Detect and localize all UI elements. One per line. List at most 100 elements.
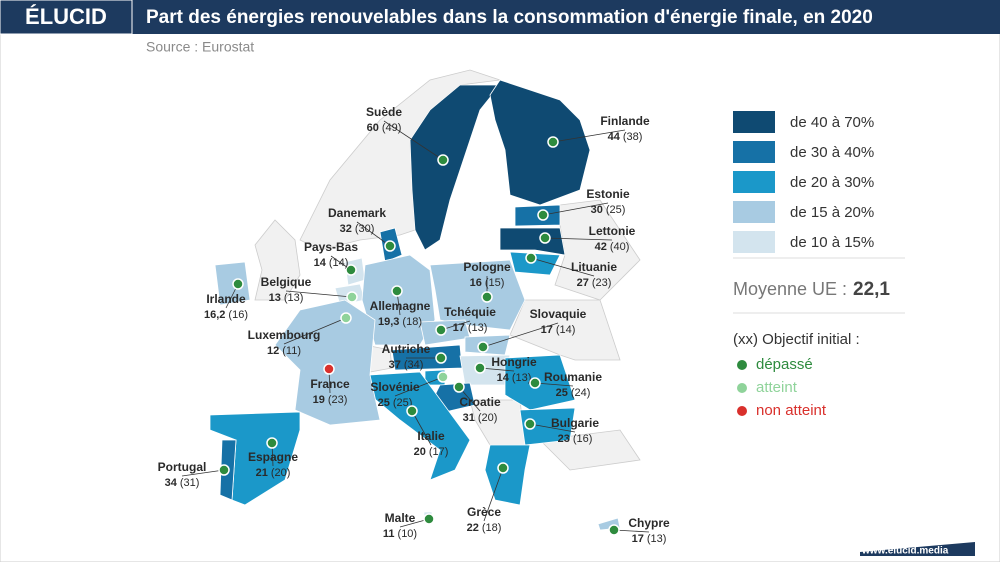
status-dot [323, 363, 335, 375]
source: Source : Eurostat [146, 39, 254, 55]
country-values: 17 (14) [541, 324, 576, 336]
target: (20) [478, 412, 498, 424]
country-shape [509, 251, 561, 276]
status-dot [346, 291, 358, 303]
legend-swatch [733, 201, 775, 223]
footer-band [860, 542, 975, 556]
value: 19 [313, 394, 325, 406]
country-values: 20 (17) [414, 446, 449, 458]
objective-title: (xx) Objectif initial : [733, 331, 860, 348]
brand-box [0, 0, 133, 35]
average-value: 22,1 [853, 279, 890, 300]
country-name: Irlande [206, 292, 246, 306]
status-dot [453, 381, 465, 393]
value: 17 [632, 533, 644, 545]
country-shape [429, 259, 526, 331]
country-name: Luxembourg [248, 328, 321, 342]
status-dot [477, 341, 489, 353]
objective-label: atteint [756, 379, 798, 396]
country-values: 14 (13) [497, 372, 532, 384]
value: 23 [558, 433, 570, 445]
country-values: 31 (20) [463, 412, 498, 424]
leader-line [285, 290, 353, 298]
value: 42 [595, 241, 607, 253]
country-name: Autriche [382, 342, 431, 356]
country-values: 19,3 (18) [378, 316, 422, 328]
value: 17 [541, 324, 553, 336]
value: 19,3 [378, 316, 399, 328]
target: (10) [398, 528, 418, 540]
status-dot [474, 362, 486, 374]
country-name: France [310, 377, 350, 391]
value: 22 [467, 522, 479, 534]
target: (13) [284, 292, 304, 304]
legend-label: de 10 à 15% [790, 234, 874, 251]
target: (30) [355, 223, 375, 235]
target: (40) [610, 241, 630, 253]
status-dot [481, 291, 493, 303]
target: (34) [404, 359, 424, 371]
country-name: Malte [385, 511, 416, 525]
brand: ÉLUCID [25, 4, 107, 29]
value: 37 [389, 359, 401, 371]
country-name: Pologne [463, 260, 511, 274]
objective-dot [737, 360, 747, 370]
country-values: 11 (10) [383, 528, 417, 540]
country-values: 17 (13) [453, 322, 488, 334]
leader-line [394, 376, 444, 397]
leader-line [181, 469, 225, 477]
country-name: Estonie [586, 187, 630, 201]
status-dot [406, 405, 418, 417]
status-dot [340, 312, 352, 324]
country-name: Slovaquie [530, 307, 587, 321]
average-label: Moyenne UE : [733, 279, 847, 299]
value: 13 [269, 292, 281, 304]
legend-label: de 15 à 20% [790, 204, 874, 221]
status-dot [266, 437, 278, 449]
country-name: Pays-Bas [304, 240, 358, 254]
legend-swatch [733, 231, 775, 253]
target: (25) [606, 204, 626, 216]
country-values: 25 (24) [556, 387, 591, 399]
leader-line [482, 322, 559, 348]
value: 16,2 [204, 309, 225, 321]
country-shape [409, 84, 501, 251]
target: (18) [402, 316, 422, 328]
value: 34 [165, 477, 178, 489]
country-name: Lituanie [571, 260, 617, 274]
country-name: Tchéquie [444, 305, 496, 319]
value: 14 [314, 257, 327, 269]
country-values: 60 (49) [367, 122, 402, 134]
status-dot [525, 252, 537, 264]
status-dot [218, 464, 230, 476]
leader-line [411, 410, 432, 446]
target: (24) [571, 387, 591, 399]
leader-line [283, 317, 347, 345]
country-values: 23 (16) [558, 433, 593, 445]
target: (15) [485, 277, 505, 289]
country-name: Portugal [158, 460, 207, 474]
objective-dot [737, 406, 747, 416]
value: 31 [463, 412, 475, 424]
country-name: Hongrie [491, 355, 537, 369]
country-name: Lettonie [589, 224, 636, 238]
status-dot [437, 371, 449, 383]
country-shape [519, 407, 576, 446]
legend-swatch [733, 141, 775, 163]
status-dot [391, 285, 403, 297]
leader-line [356, 221, 391, 247]
value: 30 [591, 204, 603, 216]
legend-swatch [733, 111, 775, 133]
country-values: 12 (11) [267, 345, 301, 357]
status-dot [537, 209, 549, 221]
legend-label: de 30 à 40% [790, 144, 874, 161]
country-values: 27 (23) [577, 277, 612, 289]
country-name: Grèce [467, 505, 501, 519]
target: (14) [329, 257, 349, 269]
leader-line [483, 467, 504, 522]
country-name: Slovénie [370, 380, 420, 394]
leader-line [383, 120, 444, 161]
target: (13) [512, 372, 532, 384]
country-name: Belgique [261, 275, 312, 289]
